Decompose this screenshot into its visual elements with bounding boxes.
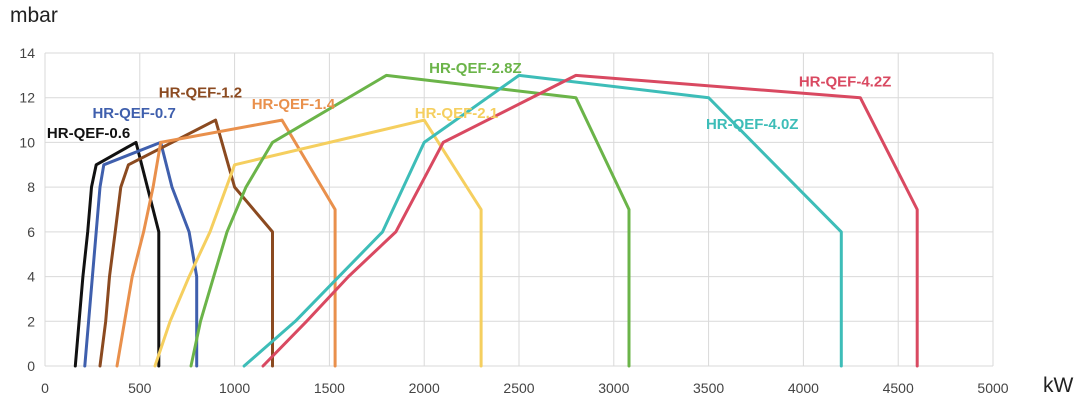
y-tick-label: 2 [27,313,35,329]
series-label: HR-QEF-4.2Z [799,74,892,91]
series-line-hr-qef-0.7 [83,140,199,368]
series-label: HR-QEF-1.4 [252,96,336,113]
x-tick-label: 2500 [503,380,534,396]
series-line-hr-qef-2.1 [153,118,483,368]
series-label: HR-QEF-2.1 [415,105,498,122]
y-tick-label: 6 [27,224,35,240]
series-line-hr-qef-2.8z [189,73,631,368]
x-tick-label: 4500 [883,380,914,396]
series-label: HR-QEF-0.6 [47,125,130,142]
series-label: HR-QEF-0.7 [92,105,175,122]
y-tick-label: 4 [27,269,35,285]
y-tick-label: 0 [27,358,35,374]
series-line-hr-qef-1.2 [98,118,274,368]
y-tick-label: 10 [19,134,35,150]
x-tick-label: 4000 [788,380,819,396]
x-axis-label: kW [1043,374,1074,397]
x-tick-label: 3000 [598,380,629,396]
x-tick-label: 1500 [314,380,345,396]
series-line-hr-qef-4.2z [261,73,919,368]
series-line-hr-qef-0.6 [73,140,161,368]
x-tick-label: 5000 [977,380,1008,396]
x-tick-label: 1000 [219,380,250,396]
x-tick-label: 500 [128,380,152,396]
series-line-hr-qef-1.4 [115,118,337,368]
x-tick-label: 3500 [693,380,724,396]
y-tick-label: 8 [27,179,35,195]
y-tick-label: 14 [19,45,35,61]
series-label: HR-QEF-4.0Z [706,116,799,133]
x-tick-label: 0 [41,380,49,396]
y-axis-label: mbar [10,4,58,27]
series-label: HR-QEF-1.2 [159,85,242,102]
y-tick-label: 12 [19,90,35,106]
series-line-hr-qef-4.0z [242,73,843,368]
x-tick-label: 2000 [409,380,440,396]
series-label: HR-QEF-2.8Z [429,60,522,77]
